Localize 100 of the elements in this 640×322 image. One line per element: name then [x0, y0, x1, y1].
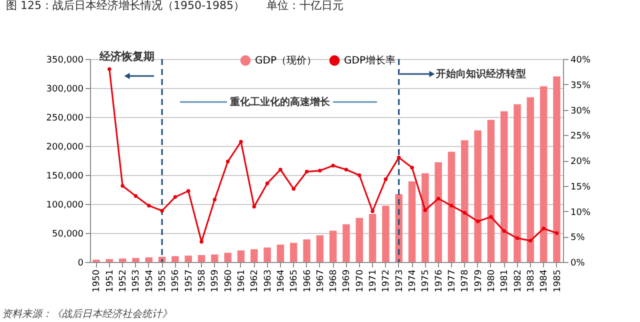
point	[358, 173, 362, 178]
bar	[342, 224, 350, 262]
x-tick-label: 1983	[526, 270, 536, 292]
bar	[276, 244, 284, 262]
x-tick-label: 1980	[486, 269, 497, 292]
point	[200, 240, 204, 244]
y2-tick-label: 30%	[570, 106, 591, 116]
y2-tick-label: 35%	[570, 80, 591, 91]
y2-tick-label: 0%	[570, 258, 586, 268]
bar	[448, 152, 456, 262]
annotation: 重化工业化的高速增长	[229, 96, 331, 108]
point	[370, 209, 374, 214]
x-tick-label: 1974	[408, 269, 418, 292]
bar	[198, 255, 206, 262]
y-tick-label: 100,000	[46, 200, 84, 210]
bar	[132, 258, 140, 262]
point	[344, 168, 348, 172]
bar	[526, 97, 534, 262]
x-tick-label: 1985	[552, 270, 563, 292]
x-tick-label: 1981	[500, 270, 510, 292]
point	[515, 236, 520, 240]
bar	[408, 181, 416, 262]
x-tick-label: 1963	[263, 270, 274, 292]
x-tick-label: 1982	[513, 270, 524, 292]
y2-tick-label: 20%	[570, 157, 591, 167]
point	[173, 195, 178, 199]
point	[108, 67, 112, 72]
bar	[211, 254, 218, 262]
point	[423, 208, 428, 212]
y-tick-label: 250,000	[46, 114, 84, 124]
y-tick-label: 50,000	[52, 230, 84, 240]
x-tick-label: 1978	[460, 269, 471, 292]
bar	[474, 130, 482, 262]
point	[318, 168, 322, 173]
bar	[540, 86, 548, 262]
point	[265, 181, 270, 186]
bar	[487, 120, 495, 262]
x-tick-label: 1951	[105, 270, 116, 292]
x-tick-label: 1968	[329, 269, 340, 292]
bar	[290, 242, 298, 262]
x-tick-label: 1976	[434, 269, 444, 292]
x-tick-label: 1954	[144, 269, 155, 292]
bar	[303, 239, 310, 262]
bar	[382, 206, 390, 262]
bar	[356, 218, 364, 262]
x-tick-label: 1956	[171, 269, 182, 292]
x-tick-label: 1979	[474, 269, 484, 292]
point	[134, 194, 138, 198]
point	[186, 189, 190, 193]
x-tick-label: 1957	[184, 270, 194, 292]
bar	[118, 258, 126, 262]
bar	[434, 162, 442, 262]
annotation: 经济恢复期	[98, 50, 154, 63]
x-tick-label: 1972	[382, 270, 392, 292]
bar	[106, 259, 114, 262]
chart-title: 图 125：战后日本经济增长情况（1950-1985） 单位：十亿日元	[6, 0, 344, 12]
x-tick-label: 1955	[158, 270, 168, 292]
x-tick-label: 1952	[118, 270, 129, 292]
x-tick-label: 1960	[224, 269, 234, 292]
x-tick-label: 1965	[290, 270, 300, 292]
bar	[461, 140, 468, 262]
y2-tick-label: 10%	[570, 208, 591, 218]
y2-tick-label: 25%	[570, 132, 591, 142]
bar	[368, 214, 376, 262]
x-tick-label: 1984	[540, 269, 550, 292]
point	[462, 210, 467, 215]
point	[292, 187, 296, 191]
point	[226, 160, 230, 164]
point	[160, 208, 164, 213]
bar	[500, 111, 508, 262]
bar	[264, 248, 271, 262]
y-tick-label: 350,000	[46, 56, 84, 66]
bar	[250, 249, 258, 262]
bar	[316, 235, 324, 262]
point	[331, 164, 335, 168]
point	[396, 156, 401, 160]
y2-tick-label: 15%	[570, 182, 591, 192]
point	[436, 196, 440, 200]
point	[252, 204, 256, 209]
bar	[422, 173, 429, 262]
x-tick-label: 1977	[447, 270, 458, 292]
y-tick-label: 200,000	[46, 142, 84, 152]
x-tick-label: 1959	[210, 269, 221, 292]
y2-tick-label: 5%	[570, 233, 586, 244]
point	[554, 231, 559, 235]
bar	[329, 230, 337, 262]
point	[476, 220, 480, 224]
y-tick-label: 300,000	[46, 84, 84, 94]
legend-label: GDP增长率	[344, 54, 396, 67]
x-tick-label: 1975	[421, 270, 432, 292]
bar	[224, 252, 232, 262]
point	[450, 204, 454, 208]
point	[384, 177, 388, 182]
point	[212, 198, 217, 202]
x-tick-label: 1961	[236, 270, 247, 292]
x-tick-label: 1971	[368, 270, 379, 292]
legend-label: GDP（现价）	[255, 54, 316, 67]
x-tick-label: 1962	[250, 270, 260, 292]
point	[410, 166, 414, 170]
x-tick-label: 1958	[198, 269, 208, 292]
